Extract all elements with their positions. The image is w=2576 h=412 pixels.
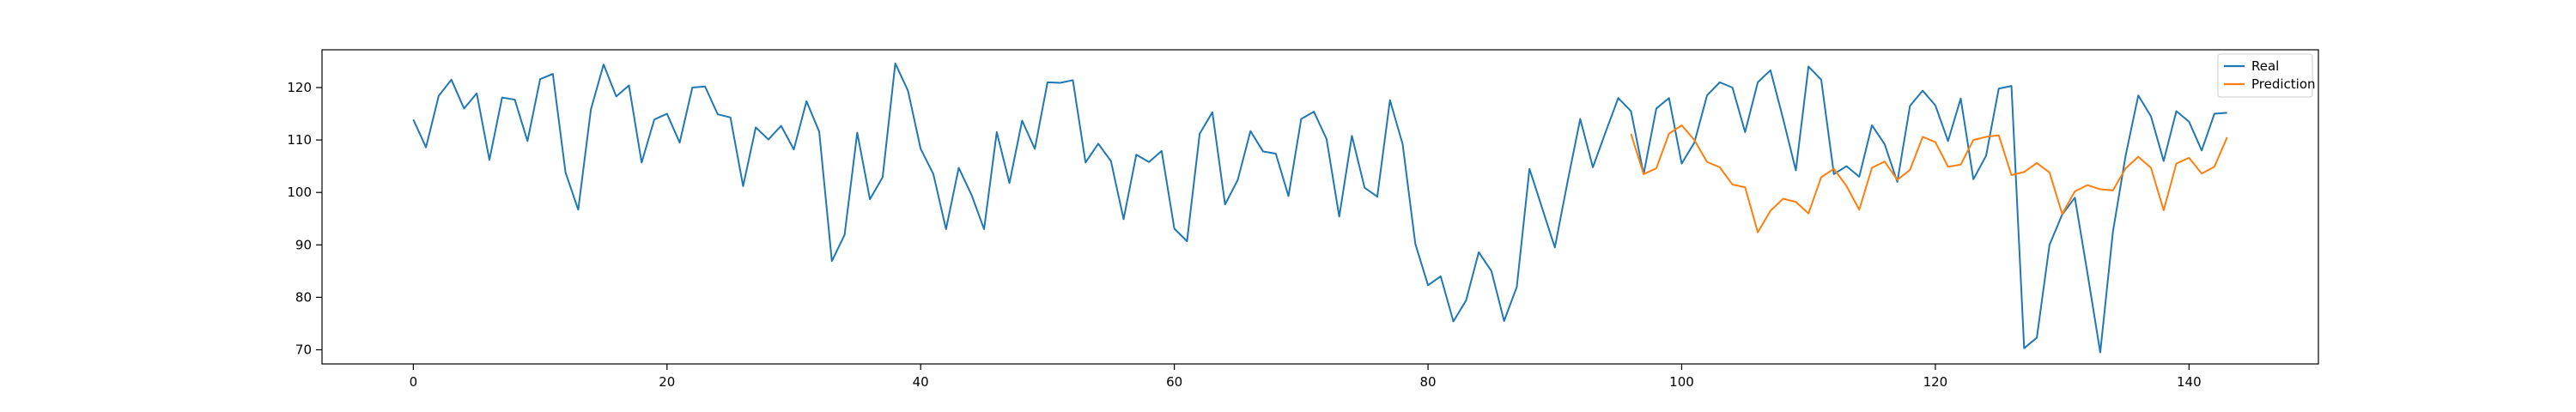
plot-background [322, 50, 2318, 364]
legend-box [2217, 53, 2313, 98]
x-tick-label: 140 [2177, 374, 2202, 390]
y-tick-label: 100 [287, 185, 312, 200]
legend: Real Prediction [2217, 53, 2316, 98]
y-tick-label: 80 [295, 289, 312, 305]
x-tick-label: 40 [913, 374, 929, 390]
x-tick-label: 80 [1420, 374, 1437, 390]
legend-label-prediction: Prediction [2251, 76, 2316, 92]
x-tick-label: 0 [410, 374, 418, 390]
y-axis-ticks: 70 80 90 100 110 120 [287, 80, 322, 358]
series-line-prediction [1630, 124, 2228, 233]
x-tick-label: 60 [1166, 374, 1182, 390]
y-tick-label: 90 [295, 237, 312, 252]
x-axis-ticks: 0 20 40 60 80 100 120 140 [410, 364, 2202, 390]
x-tick-label: 100 [1669, 374, 1694, 390]
series-lines [412, 62, 2228, 354]
x-tick-label: 20 [659, 374, 675, 390]
plot-frame [321, 49, 2319, 365]
y-tick-label: 70 [295, 342, 312, 358]
y-tick-label: 120 [287, 80, 312, 95]
y-tick-label: 110 [287, 132, 312, 148]
x-tick-label: 120 [1923, 374, 1948, 390]
legend-label-real: Real [2251, 58, 2279, 74]
series-line-real [412, 62, 2227, 354]
